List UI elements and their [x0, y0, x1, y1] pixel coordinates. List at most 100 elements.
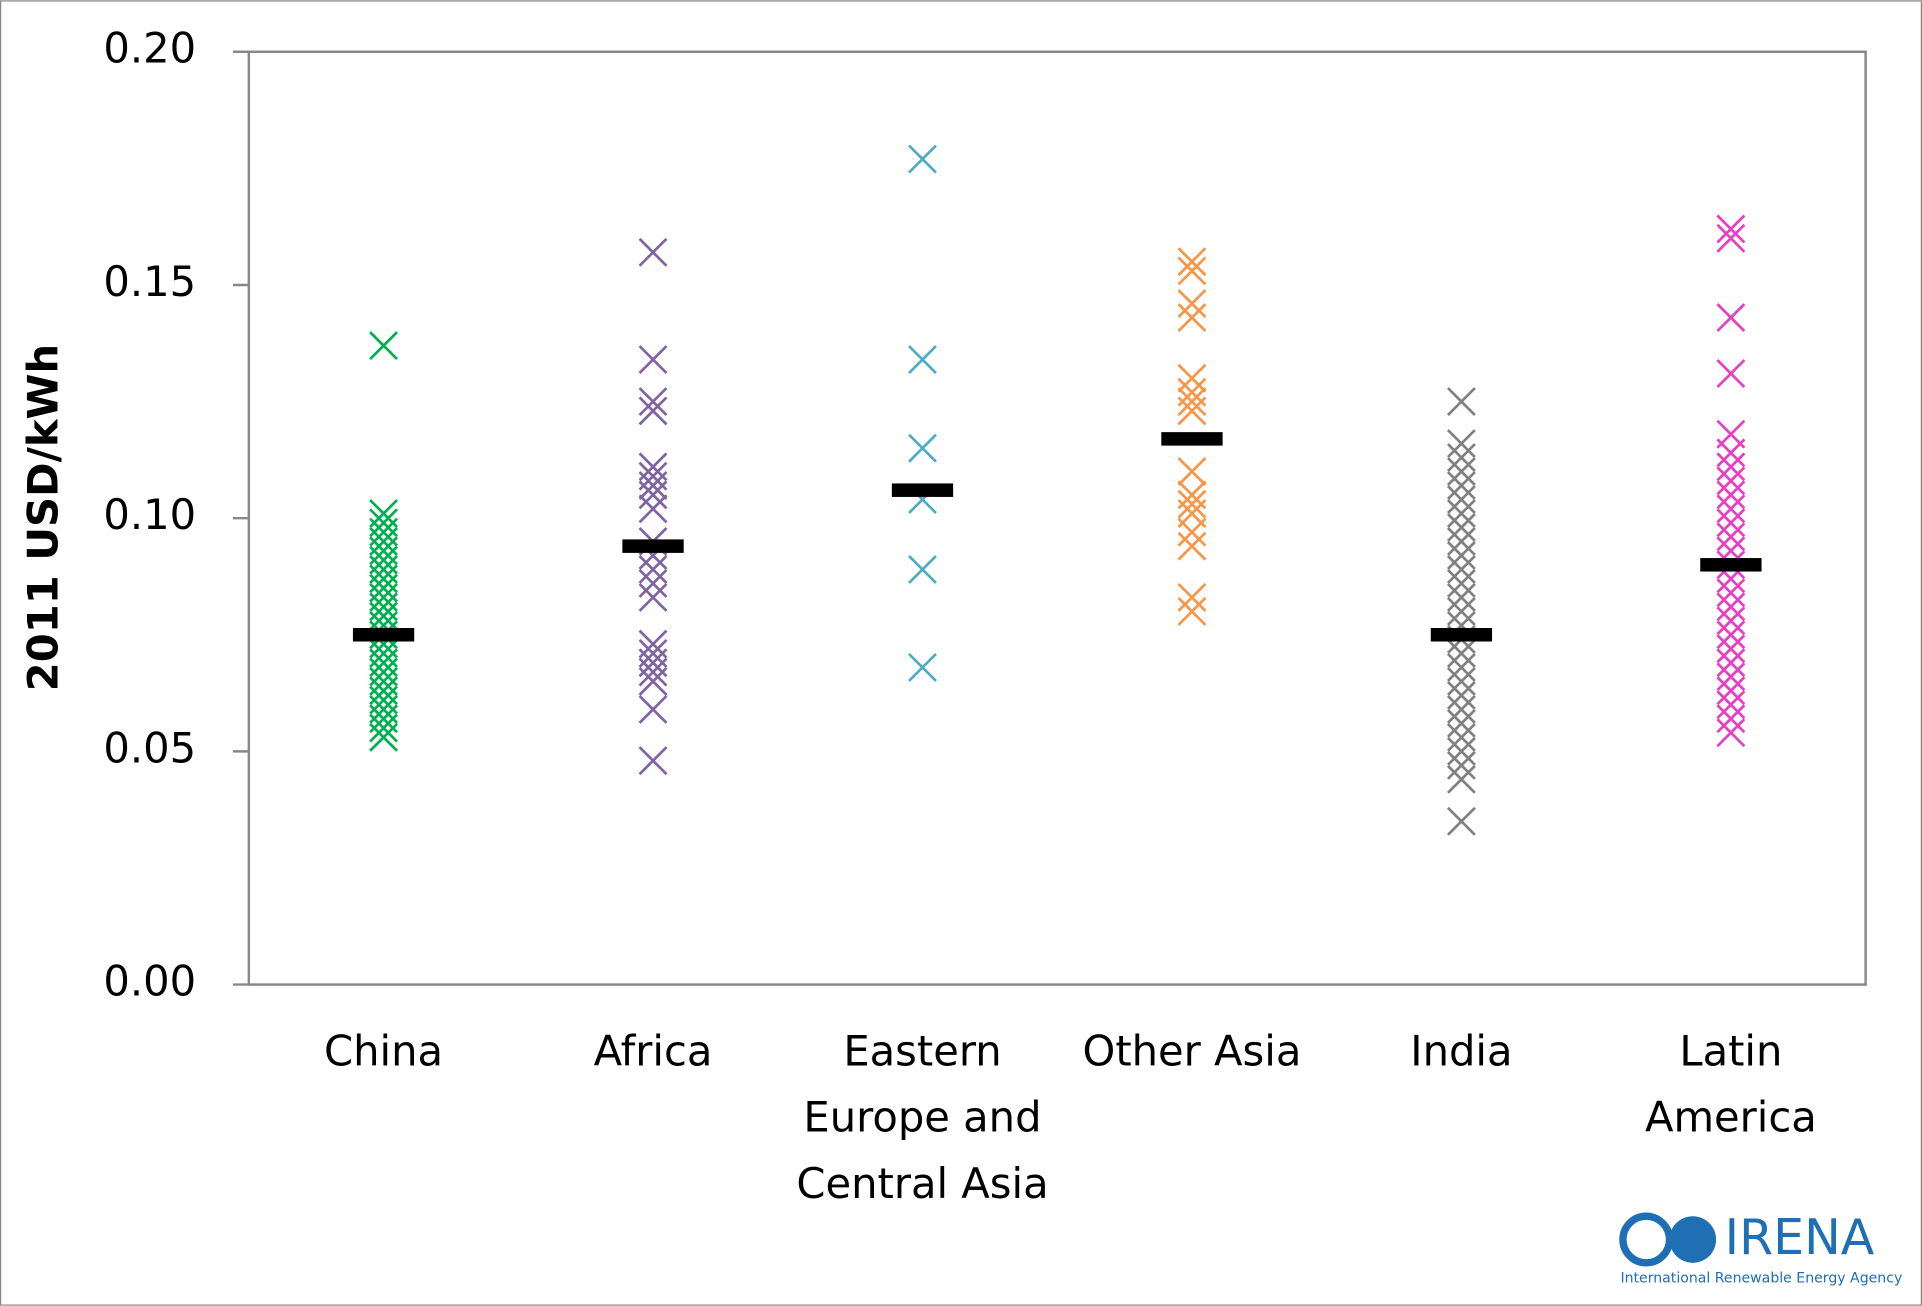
x-tick-label-line: Central Asia [796, 1159, 1048, 1208]
data-point [1716, 508, 1746, 538]
data-point [1446, 680, 1476, 710]
logo-subtitle: International Renewable Energy Agency [1620, 1271, 1902, 1287]
data-point [1446, 583, 1476, 612]
data-point [638, 471, 668, 500]
data-point [908, 555, 937, 584]
data-point [1716, 303, 1746, 333]
data-point [638, 746, 668, 776]
data-point [1446, 499, 1476, 528]
x-tick-label: Africa [594, 1026, 713, 1075]
mean-bar [352, 628, 415, 642]
x-tick-label-line: India [1410, 1026, 1512, 1075]
data-point [1177, 597, 1207, 626]
data-point [638, 480, 668, 510]
data-point [1716, 606, 1746, 636]
data-point [638, 583, 668, 612]
data-point [1446, 541, 1476, 570]
data-point [1446, 597, 1476, 626]
data-point [1716, 494, 1746, 524]
data-point [369, 722, 398, 752]
mean-bar [1700, 558, 1762, 572]
data-point [1177, 303, 1207, 333]
data-point [638, 569, 668, 598]
data-point [1716, 359, 1746, 389]
data-point [1446, 694, 1476, 724]
data-point [1716, 592, 1746, 622]
data-point [1446, 736, 1476, 766]
data-point [1446, 722, 1476, 752]
data-point [1446, 750, 1476, 780]
y-tick-label: 0.05 [103, 723, 196, 772]
data-point [638, 494, 668, 524]
data-point [369, 331, 398, 361]
data-point [1446, 666, 1476, 696]
data-point [1446, 527, 1476, 556]
data-point [1716, 214, 1746, 244]
data-point [1446, 443, 1476, 472]
data-point [1177, 531, 1207, 561]
data-point [1716, 452, 1746, 482]
x-tick-label: Eastern Europe and Central Asia [796, 1026, 1048, 1207]
data-point [1446, 485, 1476, 514]
data-point [1177, 396, 1207, 426]
data-point [369, 713, 398, 743]
data-point [1177, 289, 1207, 319]
data-point [638, 666, 668, 696]
data-point [1716, 648, 1746, 678]
data-point [1446, 457, 1476, 486]
x-tick-label-line: Other Asia [1083, 1026, 1302, 1075]
data-point [1446, 387, 1476, 417]
data-point [1446, 764, 1476, 794]
data-point [1716, 480, 1746, 510]
data-point [1177, 363, 1207, 393]
logo-name: IRENA [1725, 1208, 1875, 1266]
data-point [1446, 555, 1476, 584]
mean-bar [1430, 628, 1493, 642]
x-tick-label-line: China [324, 1026, 443, 1075]
data-point [1716, 690, 1746, 720]
x-tick-label-line: Africa [594, 1026, 713, 1075]
data-point [1177, 583, 1207, 612]
y-axis-label: 2011 USD/kWh [19, 344, 68, 691]
data-point [1446, 569, 1476, 598]
data-point [1716, 718, 1746, 748]
data-point [1446, 652, 1476, 682]
data-point [638, 555, 668, 584]
x-tick-label-line: Eastern [843, 1026, 1001, 1075]
data-point [1716, 662, 1746, 692]
y-tick-label: 0.00 [103, 957, 196, 1006]
logo: IRENA International Renewable Energy Age… [1619, 1208, 1902, 1287]
data-point [1716, 676, 1746, 706]
data-point [1177, 387, 1207, 417]
logo-globe [1669, 1216, 1717, 1263]
data-point [1716, 438, 1746, 468]
data-point [638, 694, 668, 724]
data-point [1716, 223, 1746, 253]
data-point [1177, 489, 1207, 519]
x-tick-label: China [324, 1026, 443, 1075]
mean-bar [1161, 432, 1223, 446]
data-point [638, 237, 668, 267]
x-tick-label: Other Asia [1083, 1026, 1302, 1075]
data-point [908, 144, 937, 174]
data-point [1716, 578, 1746, 608]
data-point [1446, 471, 1476, 500]
data-point [1716, 634, 1746, 664]
data-point [1446, 429, 1476, 458]
data-point [1446, 638, 1476, 668]
data-point [908, 652, 937, 682]
data-point [1716, 522, 1746, 552]
data-point [638, 396, 668, 426]
x-tick-label: Latin America [1645, 1026, 1817, 1141]
mean-bar [622, 539, 684, 553]
x-tick-label: India [1410, 1026, 1512, 1075]
y-tick-label: 0.20 [103, 24, 196, 73]
data-point [1716, 466, 1746, 496]
y-tick-label: 0.10 [103, 490, 196, 539]
mean-bar [891, 483, 954, 497]
data-point [1446, 513, 1476, 542]
data-point [1177, 256, 1207, 286]
data-point [1177, 517, 1207, 547]
data-point [638, 657, 668, 687]
